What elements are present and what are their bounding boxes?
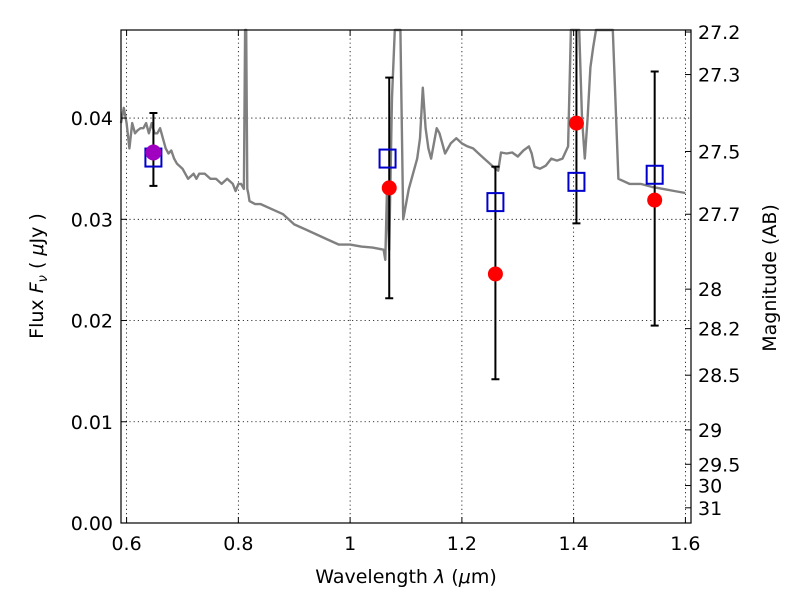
right-tick-label: 27.7 (698, 204, 740, 226)
square-marker (378, 148, 397, 169)
x-tick-label: 1.6 (670, 533, 700, 555)
square-marker (567, 171, 586, 192)
x-axis-ticks: 0.6 0.8 1 1.2 1.4 1.6 (111, 30, 701, 555)
x-tick-label: 0.6 (111, 533, 141, 555)
y-tick-label: 0.00 (71, 513, 113, 535)
square-marker (486, 192, 505, 213)
x-tick-label: 1.2 (447, 533, 477, 555)
y-tick-label: 0.04 (71, 108, 113, 130)
circle-marker (647, 192, 663, 208)
circle-marker (487, 266, 503, 282)
right-tick-label: 28 (698, 279, 722, 301)
y-axis-ticks: 0.00 0.01 0.02 0.03 0.04 (71, 108, 127, 535)
right-tick-label: 28.5 (698, 365, 740, 387)
right-tick-label: 27.5 (698, 141, 740, 163)
spectrum-line (119, 28, 686, 261)
y-tick-label: 0.03 (71, 209, 113, 231)
right-tick-label: 30 (698, 476, 722, 498)
highlight-marker (145, 144, 162, 161)
plot-frame (120, 29, 692, 524)
y-axis-label: Flux Fν ( μJy ) (26, 213, 51, 339)
right-tick-label: 27.2 (698, 22, 740, 44)
right-tick-label: 27.3 (698, 65, 740, 87)
circle-markers (145, 115, 663, 282)
right-axis-label: Magnitude (AB) (759, 204, 781, 352)
right-tick-label: 29.5 (698, 454, 740, 476)
circle-marker (568, 115, 584, 131)
model-spectrum (119, 28, 686, 261)
grid-lines (121, 30, 691, 524)
right-tick-label: 29 (698, 420, 722, 442)
x-tick-label: 1.4 (559, 533, 589, 555)
x-tick-label: 1 (344, 533, 356, 555)
x-axis-label: Wavelength λ (μm) (315, 566, 496, 588)
y-tick-label: 0.01 (71, 412, 113, 434)
x-tick-label: 0.8 (223, 533, 253, 555)
y-tick-label: 0.02 (71, 311, 113, 333)
right-tick-label: 28.2 (698, 319, 740, 341)
right-tick-label: 31 (698, 498, 722, 520)
circle-marker (381, 180, 397, 196)
square-marker (645, 164, 664, 185)
